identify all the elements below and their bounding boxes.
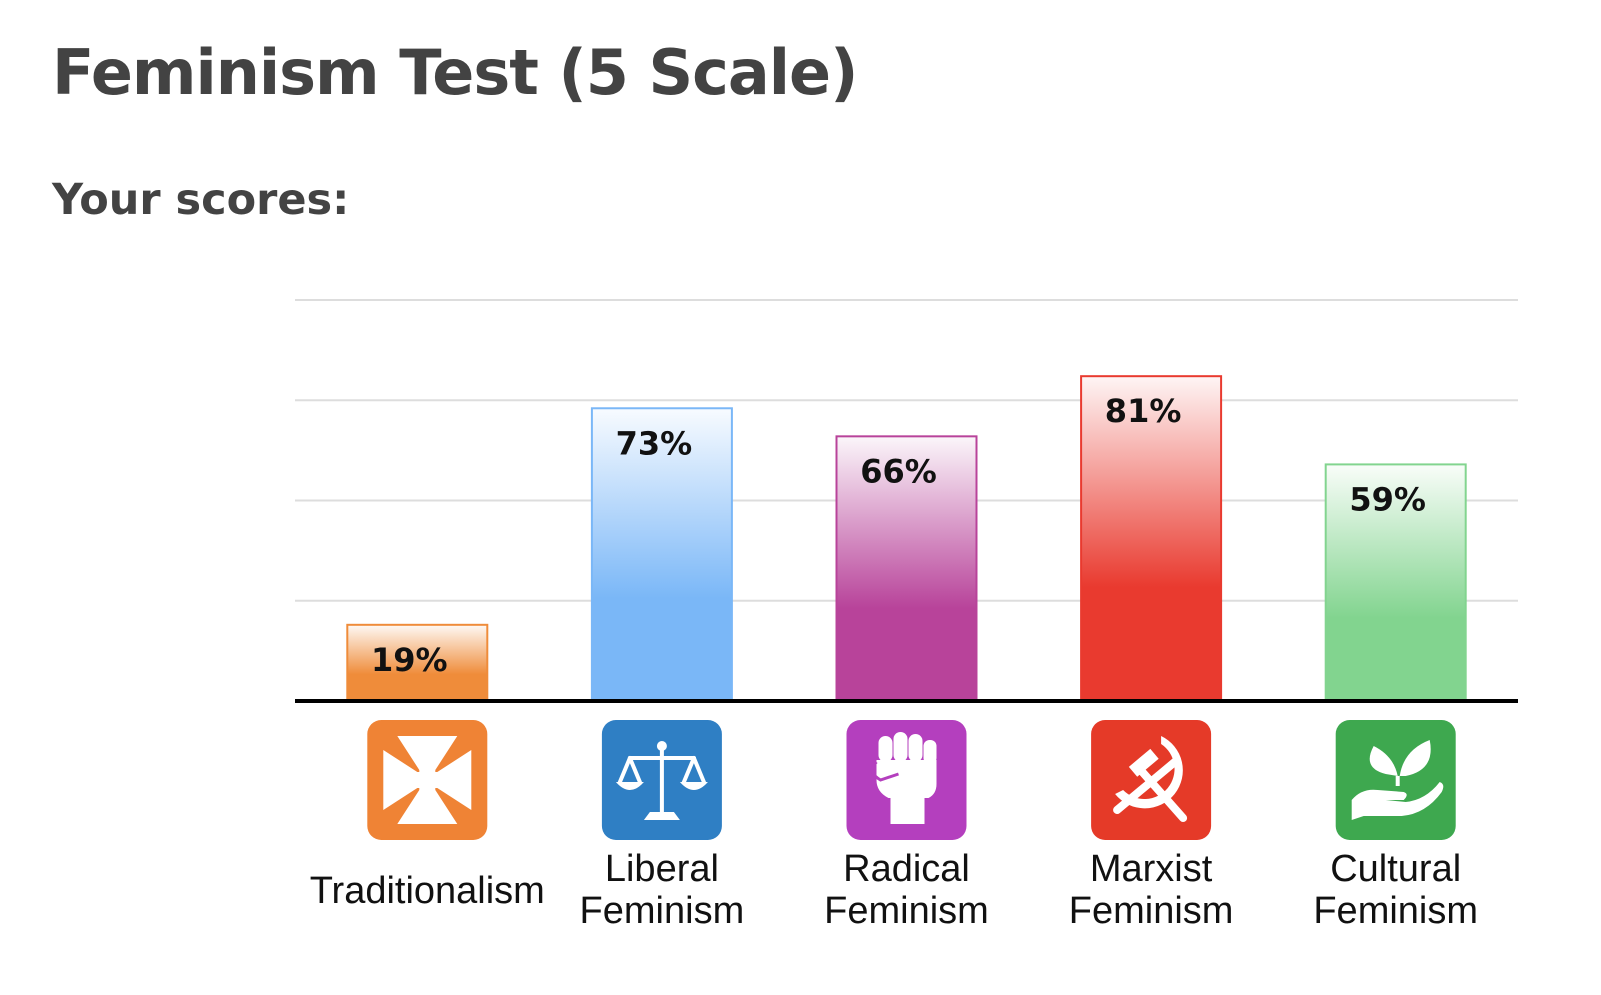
chart-bars: 19% 73% 66% 81% 59% <box>346 375 1467 702</box>
scales-icon <box>601 720 722 840</box>
hammer-sickle-icon <box>1091 720 1212 840</box>
bar-label-liberal-feminism: 73% <box>616 424 693 462</box>
scores-heading: Your scores: <box>52 175 350 225</box>
bar-label-cultural-feminism: 59% <box>1349 480 1426 518</box>
bar-label-radical-feminism: 66% <box>860 452 937 490</box>
category-label-radical-feminism-line2: Feminism <box>824 890 989 932</box>
page-title: Feminism Test (5 Scale) <box>52 36 858 109</box>
category-label-liberal-feminism-line1: Liberal <box>605 848 719 890</box>
category-label-cultural-feminism-line2: Feminism <box>1313 890 1478 932</box>
category-label-traditionalism: Traditionalism <box>310 870 545 912</box>
category-labels: TraditionalismLiberalFeminismRadicalFemi… <box>310 848 1478 932</box>
category-label-radical-feminism-line1: Radical <box>843 848 970 890</box>
bar-label-traditionalism: 19% <box>371 641 448 679</box>
category-label-liberal-feminism-line2: Feminism <box>580 890 745 932</box>
bar-liberal-feminism <box>590 407 733 702</box>
bar-label-marxist-feminism: 81% <box>1105 392 1182 430</box>
category-label-marxist-feminism-line2: Feminism <box>1069 890 1234 932</box>
hand-sprout-icon <box>1335 720 1456 840</box>
raised-fist-icon <box>846 720 967 840</box>
category-label-marxist-feminism-line1: Marxist <box>1090 848 1213 890</box>
cross-pattee-icon <box>367 720 488 840</box>
bar-cultural-feminism <box>1324 463 1467 702</box>
bar-marxist-feminism <box>1080 375 1223 702</box>
bar-traditionalism <box>346 623 489 702</box>
category-label-cultural-feminism-line1: Cultural <box>1330 848 1461 890</box>
category-icons <box>367 720 1456 840</box>
